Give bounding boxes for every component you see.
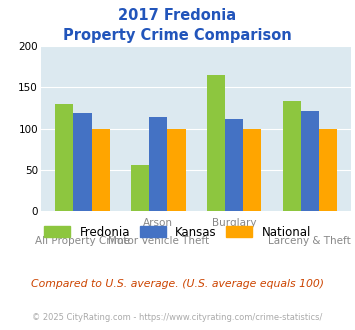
Text: Property Crime Comparison: Property Crime Comparison	[63, 28, 292, 43]
Bar	[131, 165, 149, 211]
Text: Motor Vehicle Theft: Motor Vehicle Theft	[108, 236, 209, 246]
Text: Larceny & Theft: Larceny & Theft	[268, 236, 351, 246]
Bar	[149, 117, 167, 211]
Legend: Fredonia, Kansas, National: Fredonia, Kansas, National	[39, 221, 316, 243]
Bar	[55, 104, 73, 211]
Text: Burglary: Burglary	[212, 218, 256, 228]
Bar	[92, 129, 110, 211]
Text: 2017 Fredonia: 2017 Fredonia	[119, 8, 236, 23]
Bar	[301, 112, 319, 211]
Bar	[243, 129, 261, 211]
Text: Arson: Arson	[143, 218, 173, 228]
Text: All Property Crime: All Property Crime	[35, 236, 130, 246]
Bar	[283, 101, 301, 211]
Text: Compared to U.S. average. (U.S. average equals 100): Compared to U.S. average. (U.S. average …	[31, 279, 324, 289]
Bar	[225, 119, 243, 211]
Bar	[319, 129, 337, 211]
Bar	[167, 129, 186, 211]
Bar	[73, 113, 92, 211]
Text: © 2025 CityRating.com - https://www.cityrating.com/crime-statistics/: © 2025 CityRating.com - https://www.city…	[32, 313, 323, 322]
Bar	[207, 75, 225, 211]
